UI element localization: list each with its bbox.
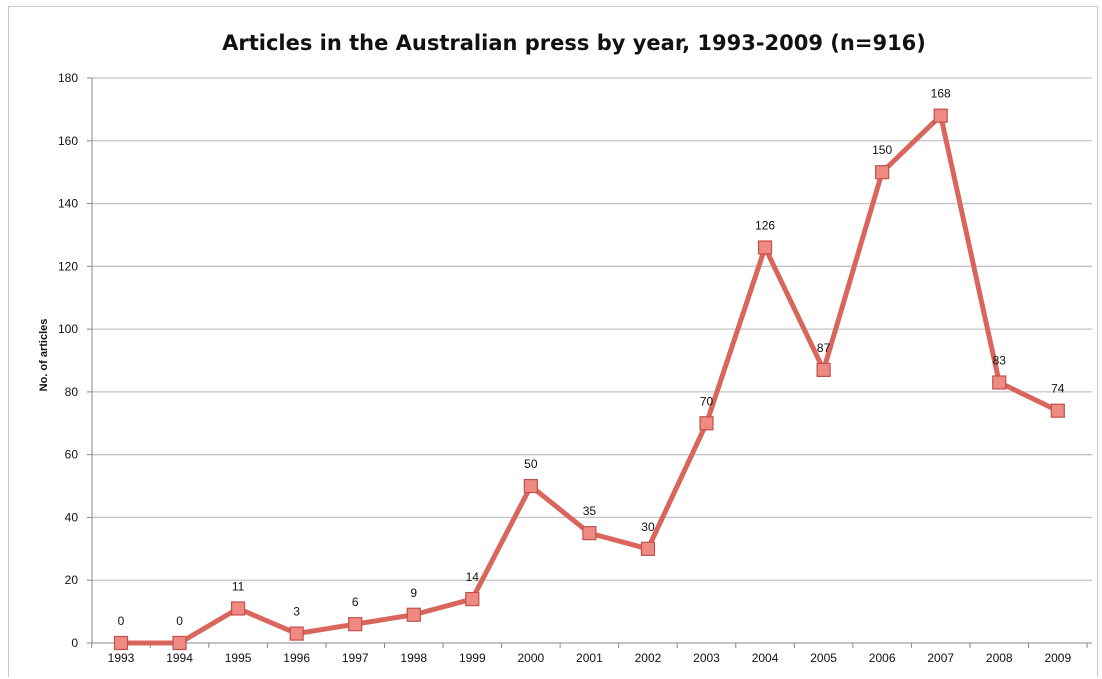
data-labels: 0 0 11 3 6 9 14 50 35 30 70 126 87 150 168 83 74: [118, 87, 1065, 628]
x-tick-label-2001: 2001: [576, 651, 603, 665]
y-tick-label-100: 100: [58, 322, 78, 336]
data-label-1998: 9: [410, 586, 417, 600]
y-tick-label-0: 0: [71, 636, 78, 650]
x-tick-label-2005: 2005: [810, 651, 837, 665]
y-axis-ticks: 0 20 40 60 80 100 120 140 160 180: [58, 71, 92, 650]
series-line: [118, 113, 1061, 646]
x-tick-label-1997: 1997: [342, 651, 369, 665]
data-point-2001: [582, 526, 597, 541]
data-label-2002: 30: [641, 520, 655, 534]
x-tick-label-2008: 2008: [986, 651, 1013, 665]
data-label-1995: 11: [232, 579, 245, 593]
x-tick-label-1999: 1999: [459, 651, 486, 665]
y-tick-label-60: 60: [65, 448, 79, 462]
x-tick-label-1996: 1996: [283, 651, 310, 665]
data-point-2006: [875, 165, 890, 180]
data-label-1997: 6: [352, 595, 359, 609]
x-tick-label-2000: 2000: [517, 651, 544, 665]
data-point-1995: [231, 601, 246, 616]
data-label-1993: 0: [118, 614, 125, 628]
x-tick-label-1998: 1998: [400, 651, 427, 665]
x-tick-label-2002: 2002: [635, 651, 662, 665]
data-point-2008: [992, 375, 1007, 390]
data-label-1996: 3: [293, 605, 300, 619]
y-tick-label-20: 20: [65, 573, 79, 587]
x-tick-label-2003: 2003: [693, 651, 720, 665]
x-tick-label-1993: 1993: [108, 651, 135, 665]
y-axis-title: No. of articles: [38, 319, 50, 392]
data-point-1997: [348, 617, 363, 632]
data-label-2003: 70: [700, 394, 714, 408]
data-point-2003: [699, 416, 714, 431]
data-label-2008: 83: [993, 353, 1007, 367]
data-point-2009: [1050, 403, 1065, 418]
chart-title: Articles in the Australian press by year…: [222, 31, 926, 55]
data-point-2000: [523, 478, 538, 494]
y-tick-label-160: 160: [58, 134, 78, 148]
x-tick-label-2009: 2009: [1044, 651, 1071, 665]
data-point-1999: [465, 591, 480, 607]
y-tick-label-140: 140: [58, 197, 78, 211]
y-tick-label-180: 180: [58, 71, 78, 85]
data-point-1993: [113, 635, 129, 651]
data-label-2006: 150: [872, 143, 892, 157]
data-label-2004: 126: [755, 219, 775, 233]
x-tick-label-2006: 2006: [869, 651, 896, 665]
series-articles: [113, 108, 1065, 651]
chart-frame: [8, 6, 1098, 677]
y-tick-label-40: 40: [65, 510, 79, 524]
x-tick-label-2004: 2004: [752, 651, 779, 665]
x-tick-label-2007: 2007: [927, 651, 954, 665]
data-label-2009: 74: [1051, 382, 1065, 396]
x-tick-label-1995: 1995: [225, 651, 252, 665]
data-point-1994: [172, 635, 187, 651]
data-point-1998: [406, 607, 421, 622]
data-point-2007: [933, 108, 948, 123]
axes: [91, 78, 1092, 644]
y-tick-label-120: 120: [58, 259, 78, 273]
data-point-2002: [640, 541, 656, 556]
data-label-1994: 0: [176, 614, 183, 628]
gridlines: [92, 77, 1092, 581]
data-label-1999: 14: [466, 570, 480, 584]
data-label-2007: 168: [931, 87, 951, 101]
data-label-2005: 87: [817, 341, 831, 355]
data-label-2001: 35: [583, 504, 597, 518]
x-tick-label-1994: 1994: [166, 651, 193, 665]
x-axis-ticks: 1993 1994 1995 1996 1997 1998 1999 2000 2001 2002…: [91, 643, 1088, 665]
y-tick-label-80: 80: [65, 385, 79, 399]
data-point-2004: [757, 240, 773, 255]
data-point-1996: [289, 626, 304, 641]
data-label-2000: 50: [524, 457, 538, 471]
data-point-2005: [816, 362, 831, 378]
